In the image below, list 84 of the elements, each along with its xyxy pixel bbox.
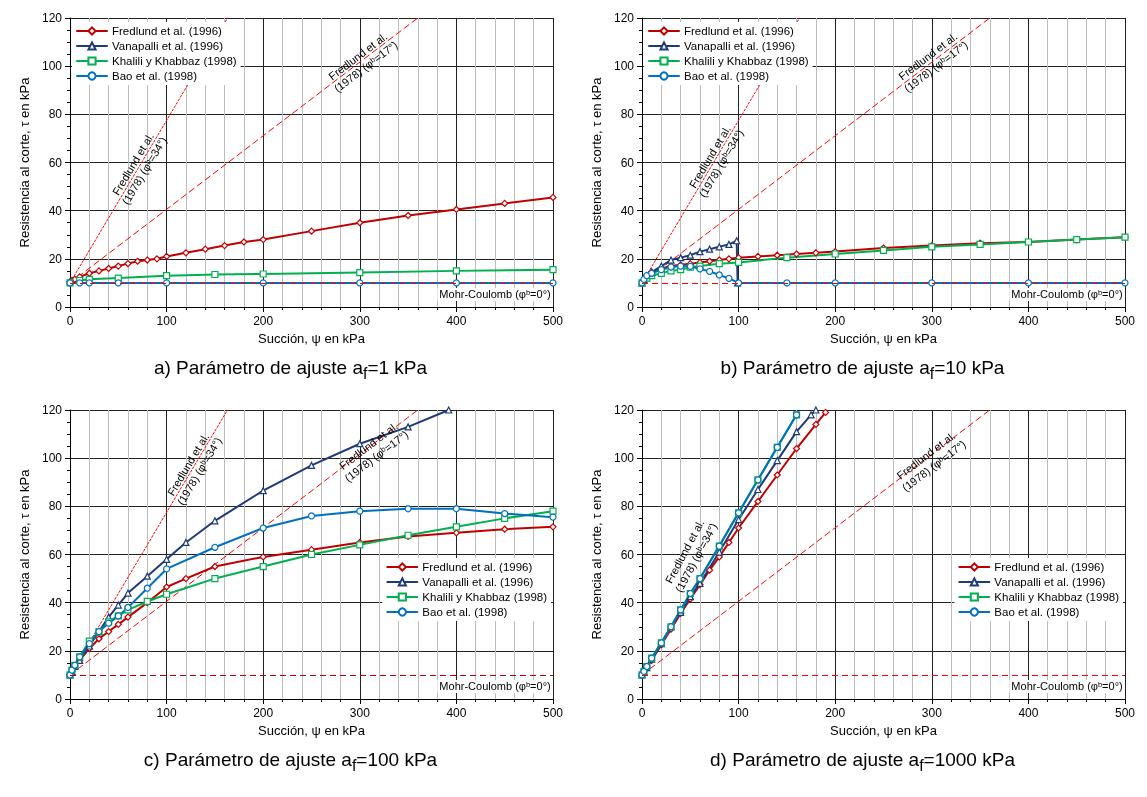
- y-tick-label: 80: [620, 107, 635, 122]
- y-tick-label: 60: [620, 547, 635, 562]
- y-tick-label: 40: [620, 203, 635, 218]
- x-tick-label: 200: [253, 706, 274, 720]
- y-tick-label: 20: [48, 643, 63, 658]
- y-axis-title: Resistencia al corte, τ en kPa: [589, 468, 605, 640]
- y-tick-label: 100: [41, 59, 63, 74]
- y-tick-label: 100: [613, 451, 635, 466]
- x-tick-label: 400: [446, 314, 467, 328]
- y-tick-label: 120: [41, 403, 63, 417]
- y-tick-label: 80: [48, 499, 63, 514]
- x-tick-label: 300: [921, 706, 943, 720]
- x-tick-label: 300: [349, 314, 371, 328]
- x-tick-label: 0: [638, 314, 646, 328]
- x-tick-label: 400: [1018, 314, 1039, 328]
- x-axis-title: Succión, ψ en kPa: [258, 722, 366, 738]
- legend-label: Vanapalli et al. (1996): [422, 576, 534, 588]
- y-tick-label: 60: [620, 155, 635, 170]
- y-tick-label: 40: [48, 203, 63, 218]
- x-tick-label: 200: [825, 706, 846, 720]
- legend-label: Bao et al. (1998): [112, 70, 198, 82]
- y-tick-label: 120: [613, 403, 635, 417]
- x-tick-label: 200: [253, 314, 274, 328]
- x-axis-title: Succión, ψ en kPa: [258, 330, 366, 346]
- x-tick-label: 100: [728, 314, 749, 328]
- y-axis-title: Resistencia al corte, τ en kPa: [589, 76, 605, 248]
- y-tick-label: 40: [48, 595, 63, 610]
- x-tick-label: 500: [1114, 706, 1136, 720]
- legend-label: Khalili y Khabbaz (1998): [422, 591, 548, 603]
- x-tick-label: 500: [542, 706, 564, 720]
- text: d) Parámetro de ajuste a$_{f}$=1000 kPa: [709, 749, 1016, 775]
- x-tick-label: 400: [446, 706, 467, 720]
- x-tick-label: 100: [156, 314, 177, 328]
- y-tick-label: 40: [620, 595, 635, 610]
- legend-label: Fredlund et al. (1996): [994, 561, 1105, 573]
- x-axis-title: Succión, ψ en kPa: [830, 330, 938, 346]
- text: c) Parámetro de ajuste a$_{f}$=100 kPa: [142, 749, 439, 775]
- y-tick-label: 120: [613, 11, 635, 25]
- y-tick-label: 0: [627, 300, 635, 314]
- legend-label: Bao et al. (1998): [994, 606, 1080, 618]
- legend-label: Khalili y Khabbaz (1998): [112, 55, 237, 67]
- legend-label: Fredlund et al. (1996): [684, 25, 795, 37]
- x-tick-label: 100: [156, 706, 177, 720]
- x-axis-title: Succión, ψ en kPa: [830, 722, 938, 738]
- y-tick-label: 20: [620, 251, 635, 266]
- legend-label: Fredlund et al. (1996): [422, 561, 533, 573]
- annotation: Mohr-Coulomb (φᵇ=0°): [1011, 680, 1123, 693]
- legend-label: Vanapalli et al. (1996): [684, 40, 796, 52]
- x-tick-label: 500: [1114, 314, 1136, 328]
- text: a) Parámetro de ajuste a$_{f}$=1 kPa: [152, 357, 429, 383]
- annotation: Mohr-Coulomb (φᵇ=0°): [439, 288, 551, 301]
- legend-label: Khalili y Khabbaz (1998): [684, 55, 809, 67]
- x-tick-label: 0: [66, 706, 74, 720]
- y-axis-title: Resistencia al corte, τ en kPa: [17, 468, 33, 640]
- annotation: Mohr-Coulomb (φᵇ=0°): [439, 680, 551, 693]
- y-tick-label: 0: [627, 692, 635, 706]
- x-tick-label: 300: [921, 314, 943, 328]
- y-tick-label: 20: [620, 643, 635, 658]
- legend-label: Fredlund et al. (1996): [112, 25, 223, 37]
- legend-label: Bao et al. (1998): [422, 606, 508, 618]
- x-tick-label: 200: [825, 314, 846, 328]
- x-tick-label: 300: [349, 706, 371, 720]
- y-tick-label: 80: [620, 499, 635, 514]
- annotation: Mohr-Coulomb (φᵇ=0°): [1011, 288, 1123, 301]
- y-tick-label: 20: [48, 251, 63, 266]
- text: b) Parámetro de ajuste a$_{f}$=10 kPa: [719, 357, 1006, 383]
- y-tick-label: 100: [613, 59, 635, 74]
- y-tick-label: 80: [48, 107, 63, 122]
- x-tick-label: 500: [542, 314, 564, 328]
- y-tick-label: 100: [41, 451, 63, 466]
- x-tick-label: 0: [638, 706, 646, 720]
- y-tick-label: 0: [55, 692, 63, 706]
- x-tick-label: 400: [1018, 706, 1039, 720]
- x-tick-label: 0: [66, 314, 74, 328]
- y-tick-label: 60: [48, 547, 63, 562]
- legend-label: Vanapalli et al. (1996): [994, 576, 1106, 588]
- y-tick-label: 0: [55, 300, 63, 314]
- x-tick-label: 100: [728, 706, 749, 720]
- y-axis-title: Resistencia al corte, τ en kPa: [17, 76, 33, 248]
- legend-label: Bao et al. (1998): [684, 70, 770, 82]
- y-tick-label: 120: [41, 11, 63, 25]
- legend-label: Khalili y Khabbaz (1998): [994, 591, 1120, 603]
- y-tick-label: 60: [48, 155, 63, 170]
- legend-label: Vanapalli et al. (1996): [112, 40, 224, 52]
